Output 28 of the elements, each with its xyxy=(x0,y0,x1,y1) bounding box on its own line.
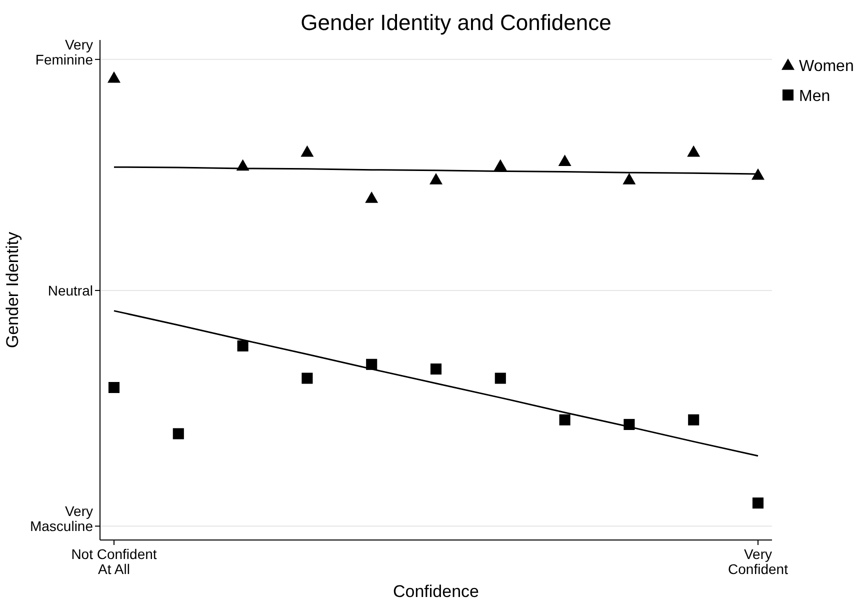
point xyxy=(300,145,314,157)
ref-line-label: Neutral xyxy=(48,282,93,298)
chart-title: Gender Identity and Confidence xyxy=(300,10,612,35)
point xyxy=(494,372,506,384)
point xyxy=(430,173,442,184)
point xyxy=(172,428,184,440)
point xyxy=(622,173,636,184)
ref-line-label: Very Feminine xyxy=(35,36,94,68)
point xyxy=(108,71,120,83)
text: Men xyxy=(799,88,830,105)
point xyxy=(237,340,248,352)
point xyxy=(302,372,313,384)
point xyxy=(365,192,378,203)
point xyxy=(687,145,700,157)
x-tick-label: Not Confident At All xyxy=(71,546,157,577)
point xyxy=(430,363,442,375)
y-axis-title: Gender Identity xyxy=(3,231,22,348)
text: Women xyxy=(799,58,854,75)
point xyxy=(558,154,572,166)
point xyxy=(559,414,570,426)
ref-line-label: Very Masculine xyxy=(30,503,94,534)
point xyxy=(752,498,764,509)
point xyxy=(688,414,700,426)
x-axis-title: Confidence xyxy=(392,582,480,601)
point xyxy=(752,168,764,180)
point xyxy=(108,382,120,394)
x-tick-label: Very Confident xyxy=(728,546,788,577)
point xyxy=(494,159,507,171)
